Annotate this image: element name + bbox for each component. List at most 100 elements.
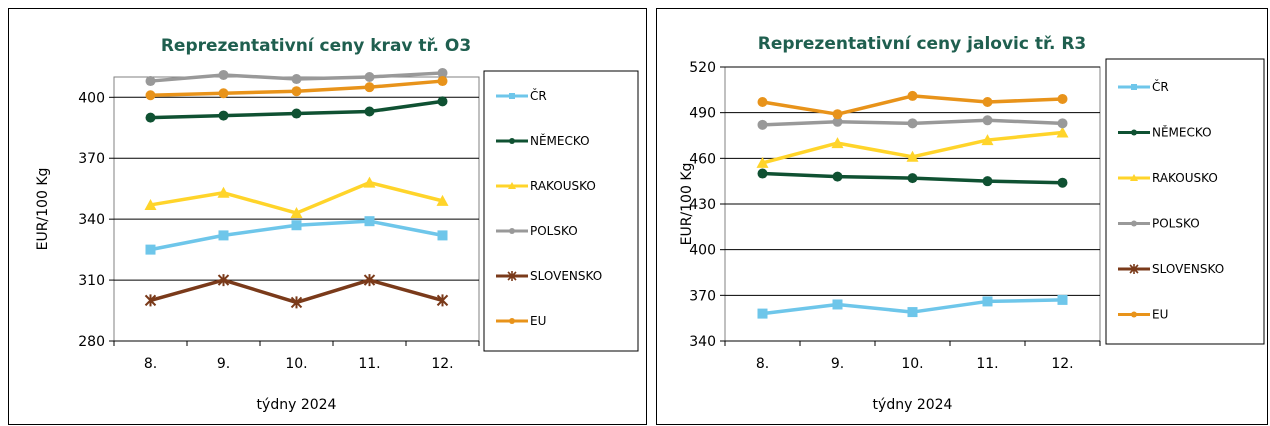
series-eu [757, 90, 1068, 120]
data-point [364, 216, 375, 227]
data-point [145, 76, 156, 87]
y-tick-label: 340 [689, 334, 716, 350]
legend-marker [509, 93, 515, 99]
legend-marker [1131, 84, 1137, 90]
legend-label: SLOVENSKO [1152, 262, 1224, 276]
y-tick-label: 280 [78, 334, 105, 350]
chart-heifers-r3-svg: Reprezentativní ceny jalovic tř. R3 340 37… [679, 34, 1265, 413]
series-polsko [757, 115, 1068, 130]
legend-label: POLSKO [530, 224, 578, 238]
data-point [436, 194, 449, 206]
legend-label: SLOVENSKO [530, 269, 602, 283]
data-point [437, 230, 448, 241]
data-point [981, 134, 994, 146]
x-tick-label: 12. [431, 356, 453, 372]
legend-marker [1131, 220, 1137, 227]
series-německo [145, 96, 448, 123]
legend: ČR NĚMECKO RAKOUSKO POLSKO SLOVENSKO EU [1105, 58, 1265, 345]
y-tick-label: 400 [78, 90, 105, 106]
data-point [757, 119, 768, 130]
x-tick-label: 11. [358, 356, 380, 372]
legend-label: EU [1152, 308, 1168, 322]
data-point [982, 97, 993, 108]
data-point [218, 88, 229, 99]
series-rakousko [144, 176, 449, 219]
data-point [290, 296, 303, 309]
data-point [982, 176, 993, 187]
data-point [437, 96, 448, 107]
x-tick-label: 10. [285, 356, 307, 372]
data-point [290, 207, 303, 219]
legend-label: RAKOUSKO [530, 179, 596, 193]
legend-marker [508, 182, 516, 189]
data-point [437, 67, 448, 78]
data-point [831, 137, 844, 149]
data-point [832, 299, 843, 310]
y-tick-label: 520 [689, 60, 716, 76]
data-point [291, 74, 302, 85]
y-axis-label: EUR/100 Kg [679, 163, 695, 246]
legend-label: RAKOUSKO [1152, 171, 1218, 185]
data-point [218, 110, 229, 121]
data-point [291, 108, 302, 119]
data-point [218, 69, 229, 80]
data-point [144, 294, 157, 307]
x-tick-label: 8. [144, 356, 157, 372]
x-axis-label: týdny 2024 [873, 397, 953, 413]
legend: ČR NĚMECKO RAKOUSKO POLSKO SLOVENSKO EU [483, 70, 639, 352]
legend-label: POLSKO [1152, 217, 1200, 231]
series-čr [145, 216, 448, 255]
data-point [145, 244, 156, 255]
data-point [364, 82, 375, 93]
data-point [757, 168, 768, 179]
chart-title: Reprezentativní ceny jalovic tř. R3 [758, 34, 1087, 54]
data-point [832, 171, 843, 182]
data-point [907, 307, 918, 318]
x-tick-label: 8. [756, 356, 769, 372]
y-tick-label: 370 [689, 288, 716, 304]
data-point [1057, 294, 1068, 305]
data-point [364, 106, 375, 117]
data-point [906, 150, 919, 162]
data-point [145, 90, 156, 101]
series-eu [145, 76, 448, 101]
data-point [757, 308, 768, 319]
legend-marker [507, 271, 517, 281]
data-point [363, 176, 376, 188]
y-tick-label: 490 [689, 106, 716, 122]
y-tick-label: 340 [78, 212, 105, 228]
data-point [1057, 177, 1068, 188]
chart-title: Reprezentativní ceny krav tř. O3 [161, 36, 471, 56]
x-tick-label: 9. [831, 356, 844, 372]
legend-marker [1129, 264, 1139, 274]
x-tick-label: 11. [976, 356, 998, 372]
series-čr [757, 294, 1068, 319]
data-point [364, 72, 375, 82]
x-axis-label: týdny 2024 [257, 397, 337, 413]
legend-label: NĚMECKO [530, 133, 590, 148]
data-point [437, 76, 448, 87]
y-tick-label: 400 [689, 243, 716, 259]
chart-heifers-r3: Reprezentativní ceny jalovic tř. R3 340 37… [656, 8, 1268, 425]
data-point [907, 118, 918, 129]
legend-label: EU [530, 314, 546, 328]
data-point [1056, 126, 1069, 138]
x-tick-label: 12. [1051, 356, 1073, 372]
chart-cows-o3: Reprezentativní ceny krav tř. O3 280 310 34… [8, 8, 647, 425]
data-point [982, 115, 993, 126]
series-německo [757, 168, 1068, 188]
legend-marker [1130, 174, 1138, 181]
legend-marker [1131, 129, 1137, 136]
y-tick-label: 370 [78, 151, 105, 167]
series-rakousko [756, 126, 1069, 168]
data-point [1057, 118, 1068, 129]
data-point [982, 296, 993, 307]
legend-marker [1131, 311, 1137, 318]
series-slovensko [144, 274, 449, 309]
data-point [218, 230, 229, 241]
data-point [144, 198, 157, 210]
data-point [907, 173, 918, 184]
legend-marker [509, 318, 515, 324]
y-tick-label: 430 [689, 197, 716, 213]
data-point [757, 97, 768, 108]
